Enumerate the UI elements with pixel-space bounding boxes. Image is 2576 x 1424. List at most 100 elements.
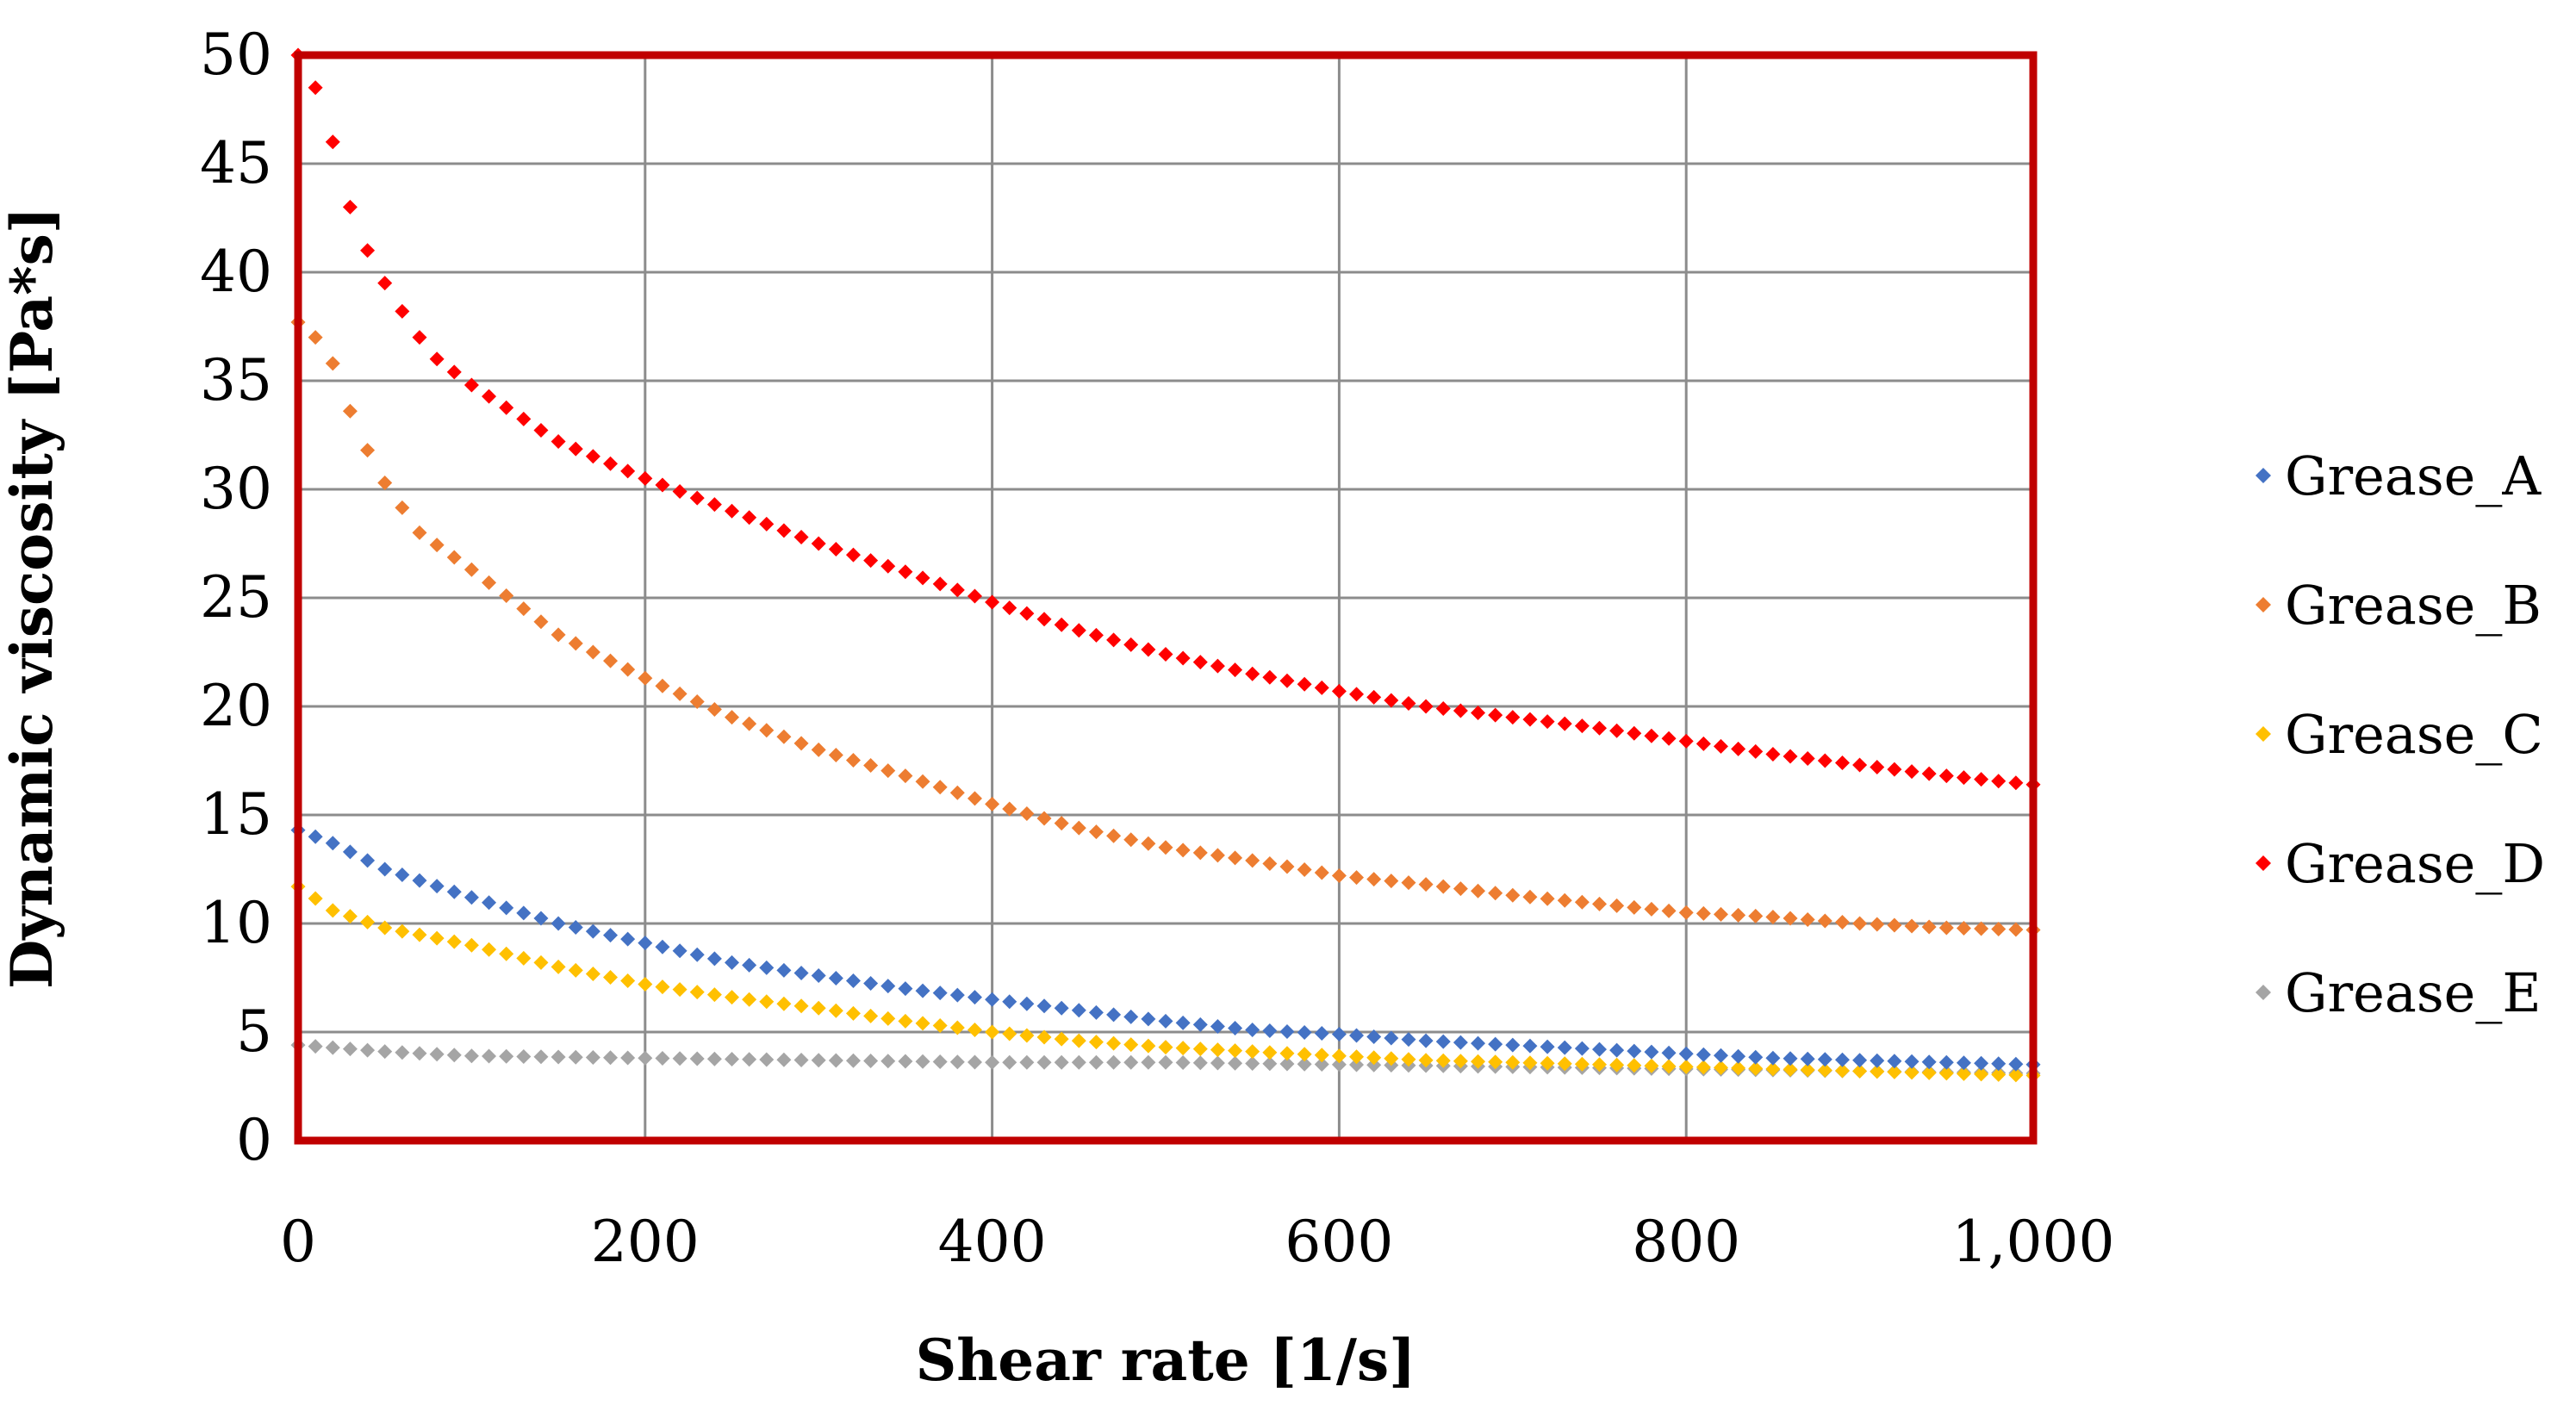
data-point <box>1505 1054 1521 1070</box>
data-point <box>1401 1032 1416 1048</box>
data-point <box>1331 1048 1347 1064</box>
legend-label: Grease_E <box>2285 961 2542 1024</box>
data-point <box>1314 1048 1329 1063</box>
data-point <box>1974 772 1989 787</box>
data-point <box>1279 1023 1295 1039</box>
data-point <box>1019 996 1035 1011</box>
data-point <box>603 456 619 471</box>
data-point <box>482 1048 497 1064</box>
data-point <box>1644 901 1659 917</box>
data-point <box>1036 1054 1052 1070</box>
data-point <box>706 497 722 513</box>
data-point <box>360 914 376 930</box>
data-point <box>949 987 965 1003</box>
data-point <box>551 916 566 931</box>
data-point <box>1783 1061 1798 1077</box>
data-point <box>1106 828 1122 843</box>
data-point <box>1592 720 1607 736</box>
data-point <box>1331 683 1347 699</box>
data-point <box>620 931 636 947</box>
data-point <box>845 547 861 563</box>
data-point <box>967 1054 982 1070</box>
data-point <box>429 351 445 367</box>
data-point <box>1228 850 1243 866</box>
data-point <box>1228 1055 1243 1071</box>
data-point <box>603 969 619 985</box>
data-point <box>1384 693 1399 708</box>
data-point <box>1540 1055 1555 1071</box>
data-point <box>880 979 896 994</box>
y-tick-label-3: 15 <box>200 781 272 848</box>
data-point <box>1921 766 1937 781</box>
series-grease-d <box>290 47 2041 793</box>
data-point <box>1262 855 1278 871</box>
data-point <box>776 996 792 1011</box>
data-point <box>1453 703 1468 718</box>
data-point <box>915 983 930 998</box>
data-point <box>1349 1028 1365 1043</box>
data-point <box>1678 733 1694 749</box>
data-point <box>1297 676 1312 692</box>
data-point <box>1731 907 1746 923</box>
data-point <box>1956 1066 1971 1081</box>
data-point <box>1401 875 1416 891</box>
data-point <box>1384 1030 1399 1046</box>
data-point <box>516 601 532 617</box>
data-point <box>1678 1059 1694 1074</box>
data-point <box>1522 1055 1538 1071</box>
data-point <box>429 1047 445 1062</box>
data-point <box>551 1049 566 1065</box>
data-point <box>1262 669 1278 685</box>
data-point <box>464 937 479 953</box>
data-point <box>1800 1062 1815 1078</box>
legend-item-grease-b: Grease_B <box>2256 574 2542 637</box>
data-point <box>1834 914 1850 930</box>
data-point <box>1627 1043 1642 1059</box>
data-point <box>585 644 600 660</box>
data-point <box>1870 1064 1885 1079</box>
data-point <box>1054 1054 1069 1070</box>
data-point <box>551 627 566 643</box>
data-point <box>1783 749 1798 764</box>
data-point <box>620 973 636 989</box>
data-point <box>811 967 826 983</box>
data-point <box>1071 820 1086 836</box>
data-point <box>828 971 843 986</box>
data-point <box>759 960 775 975</box>
data-point <box>776 729 792 744</box>
data-point <box>516 411 532 426</box>
data-point <box>1870 1053 1885 1068</box>
y-tick-label-7: 35 <box>200 347 272 414</box>
data-point <box>1627 1058 1642 1073</box>
data-point <box>1661 1045 1677 1060</box>
data-point <box>1505 887 1521 903</box>
data-point <box>1627 725 1642 741</box>
data-point <box>1088 1035 1104 1050</box>
data-point <box>603 928 619 943</box>
y-tick-label-5: 25 <box>200 564 272 631</box>
data-point <box>985 594 1000 610</box>
data-point <box>1592 1042 1607 1057</box>
data-point <box>568 441 583 457</box>
data-point <box>1366 1050 1382 1066</box>
data-point <box>308 829 323 844</box>
data-point <box>1574 1056 1590 1072</box>
data-point <box>949 1054 965 1070</box>
data-point <box>1071 623 1086 638</box>
data-point <box>1938 768 1954 784</box>
legend-label: Grease_B <box>2285 574 2542 637</box>
data-point <box>725 503 739 519</box>
legend: Grease_A Grease_B Grease_C Grease_D Grease_E <box>2256 445 2545 1024</box>
legend-marker-icon <box>2256 985 2271 1000</box>
data-point <box>1904 1065 1920 1080</box>
data-point <box>1384 874 1399 889</box>
data-point <box>377 920 393 936</box>
data-point <box>395 303 410 319</box>
data-point <box>1349 1049 1365 1065</box>
data-point <box>533 955 549 970</box>
data-point <box>377 475 393 490</box>
data-point <box>533 911 549 926</box>
data-point <box>1019 1054 1035 1070</box>
data-point <box>985 1054 1000 1070</box>
